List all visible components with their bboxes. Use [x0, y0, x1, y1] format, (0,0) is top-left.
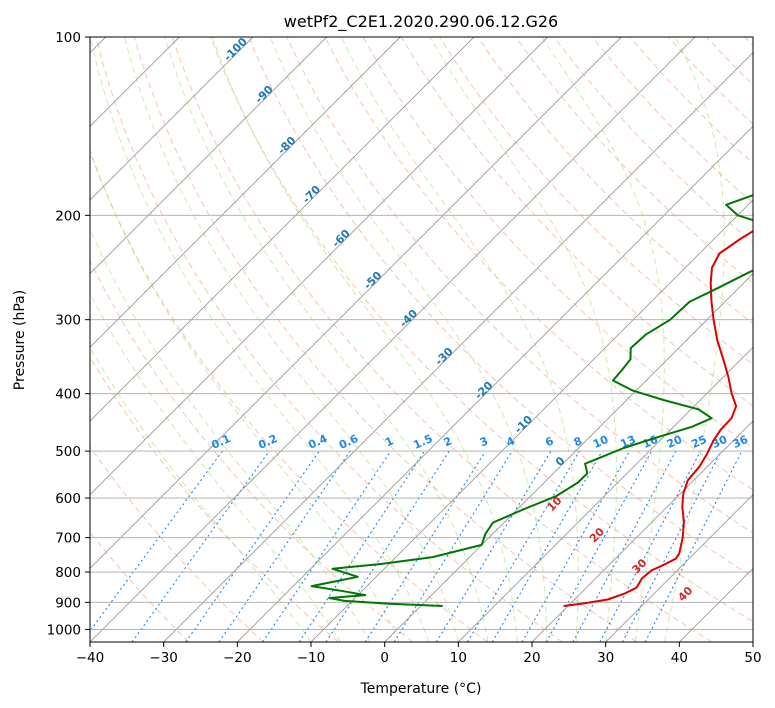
- isotherm-line: [90, 37, 327, 275]
- isotherm-line: [90, 37, 254, 201]
- dewpoint-profile: [310, 194, 753, 607]
- mixing-ratio-label: 20: [665, 433, 685, 451]
- isotherm-line: [90, 37, 475, 422]
- mixing-ratio-label: 36: [731, 433, 751, 451]
- x-tick-label: −30: [149, 650, 178, 666]
- x-tick-label: 30: [597, 650, 614, 666]
- chart-title: wetPf2_C2E1.2020.290.06.12.G26: [284, 12, 558, 32]
- moist-adiabat-line: [90, 292, 341, 642]
- isotherm-line: [531, 420, 753, 642]
- y-tick-label: 300: [55, 313, 81, 329]
- profiles: [310, 194, 753, 607]
- x-tick-label: 40: [671, 650, 688, 666]
- dry-adiabat-line: [90, 259, 414, 642]
- isotherm-line: [90, 37, 548, 496]
- y-tick-label: 400: [55, 387, 81, 403]
- isotherm-line: [310, 199, 753, 642]
- y-axis-title: Pressure (hPa): [12, 290, 28, 390]
- moist-adiabat-line: [90, 37, 430, 642]
- mixing-ratio-line: [467, 450, 580, 642]
- x-tick-label: 20: [523, 650, 540, 666]
- mixing-ratio-line: [644, 450, 743, 642]
- mixing-ratio-line: [435, 450, 552, 642]
- isotherm-line: [237, 125, 753, 642]
- plot-area: [90, 37, 753, 642]
- mixing-ratio-label: 13: [618, 433, 637, 451]
- dry-adiabat-line: [515, 37, 753, 284]
- isotherm-line: [90, 37, 696, 642]
- isotherm-line: [605, 494, 753, 642]
- mixing-ratio-line: [599, 450, 702, 642]
- y-axis-ticks: 100 200 300 400 500 600 700 800 900 1000: [47, 30, 90, 638]
- isotherm-line: [458, 346, 753, 642]
- grid-lines: [90, 37, 753, 642]
- mixing-ratio-line: [572, 450, 677, 642]
- isotherm-line: [384, 273, 753, 642]
- x-tick-label: −10: [297, 650, 326, 666]
- moist-adiabat-line: [90, 228, 371, 642]
- moist-adiabat-line: [340, 37, 579, 642]
- dry-adiabat-line: [95, 37, 563, 642]
- mixing-ratio-line: [491, 450, 603, 642]
- x-axis-ticks: −40 −30 −20 −10 0 10 20 30 40 50: [76, 642, 762, 666]
- temperature-profile: [563, 229, 753, 607]
- plot-frame: [89, 36, 754, 643]
- mixing-ratio-line: [185, 450, 320, 642]
- moist-adiabat-line: [429, 37, 617, 642]
- y-tick-label: 200: [55, 208, 81, 224]
- moist-adiabat-line: [664, 37, 725, 642]
- mixing-ratio-line: [262, 450, 392, 642]
- isotherm-line: [163, 52, 753, 642]
- y-tick-label: 700: [55, 531, 81, 547]
- moist-adiabat-line: [269, 37, 548, 642]
- isotherm-line: [90, 37, 401, 348]
- moist-adiabat-line: [164, 37, 489, 642]
- x-axis-title: Temperature (°C): [360, 681, 482, 697]
- dry-adiabat-line: [133, 37, 638, 642]
- y-tick-label: 1000: [47, 622, 81, 638]
- dry-adiabat-line: [171, 37, 712, 642]
- mixing-ratio-line: [218, 450, 351, 642]
- dry-adiabat-line: [90, 445, 264, 642]
- moist-adiabat-line: [90, 148, 400, 642]
- mixing-ratio-line: [131, 450, 270, 642]
- dry-adiabat-line: [324, 37, 753, 491]
- mixing-ratio-line: [298, 450, 425, 642]
- mixing-ratio-line: [621, 450, 722, 642]
- x-tick-label: −40: [76, 650, 105, 666]
- mixing-ratio-label: 10: [591, 433, 611, 451]
- isotherm-line: [90, 37, 622, 569]
- moist-adiabat-line: [541, 37, 665, 642]
- moist-adiabat-line: [124, 37, 459, 642]
- y-tick-label: 500: [55, 444, 81, 460]
- mixing-ratio-label: 25: [689, 433, 708, 451]
- x-tick-label: 10: [450, 650, 467, 666]
- y-tick-label: 100: [55, 30, 81, 46]
- mixing-ratio-line: [393, 450, 513, 642]
- x-tick-label: 0: [380, 650, 389, 666]
- x-tick-label: −20: [223, 650, 252, 666]
- mixing-ratio-line: [521, 450, 630, 642]
- x-tick-label: 50: [744, 650, 761, 666]
- dry-adiabat-line: [248, 37, 753, 578]
- y-tick-label: 800: [55, 565, 81, 581]
- moist-adiabat-line: [211, 37, 518, 642]
- dry-adiabat-line: [210, 37, 753, 623]
- y-tick-label: 900: [55, 595, 81, 611]
- background-lines: [90, 37, 753, 642]
- y-tick-label: 600: [55, 491, 81, 507]
